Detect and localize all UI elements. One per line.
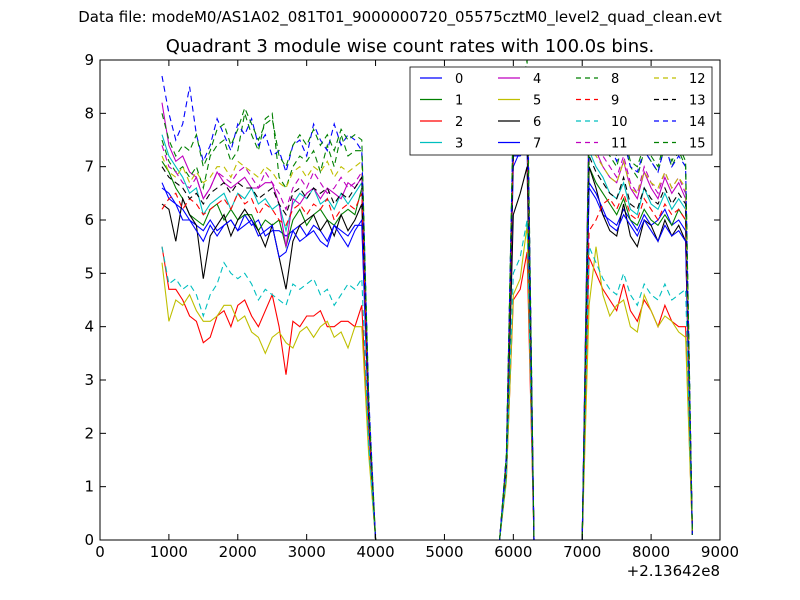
series-line-14 — [161, 70, 693, 541]
series-layer — [161, 59, 693, 541]
series-line-5 — [161, 225, 693, 541]
axes-frame — [99, 59, 721, 541]
legend-label-2: 2 — [455, 115, 463, 130]
ticks-layer: 0 1000 2000 3000 4000 5000 6000 7000 8000 9000012… — [84, 51, 739, 580]
legend-label-9: 9 — [611, 94, 619, 109]
legend-box — [409, 66, 713, 156]
x-tick-label: 2000 — [219, 543, 257, 561]
legend-label-15: 15 — [689, 137, 706, 152]
y-tick-label: 5 — [84, 264, 94, 282]
x-tick-label: 4000 — [356, 543, 394, 561]
y-tick-label: 3 — [84, 371, 94, 389]
legend-label-3: 3 — [455, 137, 463, 152]
legend-label-0: 0 — [455, 72, 463, 87]
y-tick-label: 0 — [84, 531, 94, 549]
legend-label-13: 13 — [689, 94, 706, 109]
x-tick-label: 1000 — [150, 543, 188, 561]
series-line-10 — [161, 219, 693, 541]
series-line-3 — [161, 122, 693, 541]
x-tick-label: 8000 — [632, 543, 670, 561]
legend-label-11: 11 — [611, 137, 628, 152]
legend-label-12: 12 — [689, 72, 706, 87]
x-tick-label: 0 — [95, 543, 105, 561]
x-tick-label: 5000 — [425, 543, 463, 561]
x-tick-label: 6000 — [494, 543, 532, 561]
series-line-7 — [161, 138, 693, 541]
y-tick-label: 9 — [84, 51, 94, 69]
legend-label-7: 7 — [533, 137, 541, 152]
y-tick-label: 2 — [84, 424, 94, 442]
x-tick-label: 9000 — [701, 543, 739, 561]
legend-label-14: 14 — [689, 115, 706, 130]
y-tick-label: 4 — [84, 318, 94, 336]
legend-label-10: 10 — [611, 115, 628, 130]
y-tick-label: 1 — [84, 478, 94, 496]
series-line-13 — [161, 118, 693, 541]
series-line-12 — [161, 107, 693, 541]
x-offset-label: +2.13642e8 — [627, 562, 720, 580]
series-line-0 — [161, 143, 693, 541]
legend-label-6: 6 — [533, 115, 541, 130]
series-line-2 — [161, 246, 693, 541]
series-line-11 — [161, 91, 693, 541]
figure-suptitle: Data file: modeM0/AS1A02_081T01_90000007… — [78, 8, 722, 26]
legend-label-4: 4 — [533, 72, 541, 87]
y-tick-label: 6 — [84, 211, 94, 229]
legend-label-1: 1 — [455, 94, 463, 109]
series-line-9 — [161, 127, 693, 541]
x-tick-label: 3000 — [288, 543, 326, 561]
y-tick-label: 8 — [84, 104, 94, 122]
y-tick-label: 7 — [84, 158, 94, 176]
series-line-8 — [161, 59, 693, 541]
legend-label-8: 8 — [611, 72, 619, 87]
x-tick-label: 7000 — [563, 543, 601, 561]
chart-title: Quadrant 3 module wise count rates with … — [165, 36, 655, 57]
legend-label-5: 5 — [533, 94, 541, 109]
